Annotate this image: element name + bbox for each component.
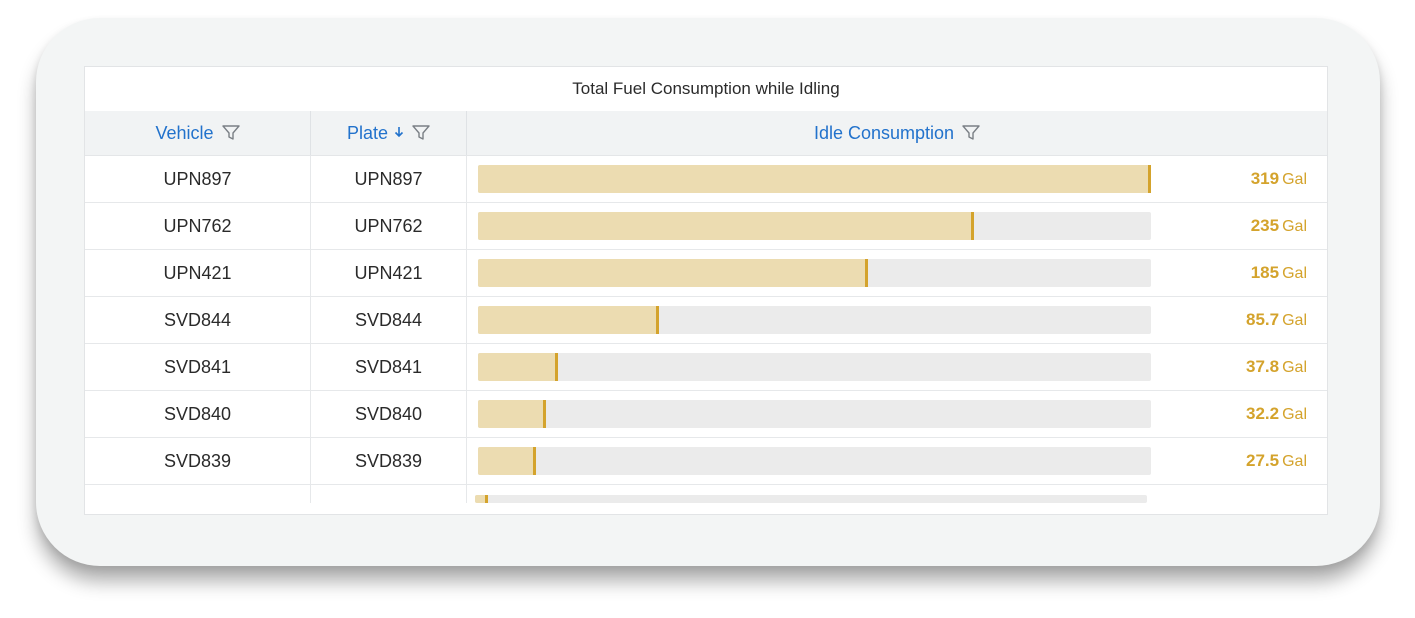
consumption-bar-track (475, 495, 1147, 503)
table-row[interactable]: UPN762 UPN762 235 Gal (85, 203, 1327, 250)
consumption-value: 37.8 Gal (1246, 344, 1307, 390)
consumption-bar-fill (478, 306, 659, 334)
idle-fuel-table-panel: Total Fuel Consumption while Idling Vehi… (84, 66, 1328, 515)
plate-cell: SVD840 (311, 391, 467, 437)
consumption-unit: Gal (1282, 171, 1307, 188)
table-row[interactable]: UPN421 UPN421 185 Gal (85, 250, 1327, 297)
vehicle-cell (85, 485, 311, 503)
consumption-bar-track (478, 165, 1151, 193)
consumption-unit: Gal (1282, 453, 1307, 470)
table-title: Total Fuel Consumption while Idling (572, 79, 840, 98)
idle-consumption-cell: 37.8 Gal (467, 344, 1327, 390)
idle-consumption-cell: 27.5 Gal (467, 438, 1327, 484)
table-row[interactable]: SVD840 SVD840 32.2 Gal (85, 391, 1327, 438)
idle-consumption-cell: 235 Gal (467, 203, 1327, 249)
filter-funnel-icon[interactable] (221, 125, 240, 141)
vehicle-cell: SVD839 (85, 438, 311, 484)
column-header-vehicle[interactable]: Vehicle (85, 111, 311, 155)
vehicle-cell: SVD844 (85, 297, 311, 343)
sort-descending-arrow-icon[interactable] (394, 125, 404, 141)
consumption-unit: Gal (1282, 218, 1307, 235)
consumption-value-number: 319 (1250, 169, 1280, 188)
plate-cell: UPN897 (311, 156, 467, 202)
table-row[interactable]: SVD844 SVD844 85.7 Gal (85, 297, 1327, 344)
consumption-value: 185 Gal (1251, 250, 1307, 296)
table-row-partial[interactable] (85, 485, 1327, 503)
column-header-plate-label[interactable]: Plate (346, 122, 389, 143)
consumption-bar-track (478, 212, 1151, 240)
consumption-bar-fill (478, 212, 974, 240)
idle-consumption-cell: 319 Gal (467, 156, 1327, 202)
vehicle-cell: UPN897 (85, 156, 311, 202)
consumption-unit: Gal (1282, 265, 1307, 282)
consumption-bar-fill (478, 165, 1151, 193)
vehicle-cell: UPN421 (85, 250, 311, 296)
consumption-bar-fill (475, 495, 488, 503)
idle-consumption-cell: 85.7 Gal (467, 297, 1327, 343)
consumption-value-number: 27.5 (1246, 451, 1280, 470)
consumption-unit: Gal (1282, 359, 1307, 376)
plate-cell: UPN762 (311, 203, 467, 249)
column-header-idle-consumption[interactable]: Idle Consumption (467, 111, 1327, 155)
vehicle-cell: SVD840 (85, 391, 311, 437)
consumption-bar-fill (478, 259, 868, 287)
idle-consumption-cell: 32.2 Gal (467, 391, 1327, 437)
table-row[interactable]: SVD839 SVD839 27.5 Gal (85, 438, 1327, 485)
consumption-bar-fill (478, 400, 546, 428)
table-row[interactable]: SVD841 SVD841 37.8 Gal (85, 344, 1327, 391)
consumption-bar-track (478, 447, 1151, 475)
filter-funnel-icon[interactable] (962, 125, 980, 141)
consumption-bar-track (478, 259, 1151, 287)
consumption-bar-fill (478, 353, 558, 381)
consumption-unit: Gal (1282, 312, 1307, 329)
plate-cell: SVD839 (311, 438, 467, 484)
consumption-bar-track (478, 353, 1151, 381)
consumption-value-number: 32.2 (1246, 404, 1280, 423)
plate-cell: SVD844 (311, 297, 467, 343)
consumption-bar-track (478, 306, 1151, 334)
plate-cell: SVD841 (311, 344, 467, 390)
table-body[interactable]: UPN897 UPN897 319 Gal UPN762 UPN762 235 Ga… (85, 156, 1327, 503)
idle-consumption-cell (467, 485, 1327, 503)
consumption-value-number: 235 (1250, 216, 1280, 235)
vehicle-cell: UPN762 (85, 203, 311, 249)
plate-cell: UPN421 (311, 250, 467, 296)
idle-consumption-cell: 185 Gal (467, 250, 1327, 296)
consumption-value-number: 85.7 (1246, 310, 1280, 329)
column-header-vehicle-label[interactable]: Vehicle (155, 122, 214, 143)
consumption-value-number: 185 (1250, 263, 1280, 282)
consumption-value: 32.2 Gal (1246, 391, 1307, 437)
table-row[interactable]: UPN897 UPN897 319 Gal (85, 156, 1327, 203)
vehicle-cell: SVD841 (85, 344, 311, 390)
column-header-plate[interactable]: Plate (311, 111, 467, 155)
consumption-value: 27.5 Gal (1246, 438, 1307, 484)
consumption-bar-track (478, 400, 1151, 428)
column-header-idle-label[interactable]: Idle Consumption (813, 122, 955, 143)
consumption-value: 319 Gal (1251, 156, 1307, 202)
filter-funnel-icon[interactable] (412, 125, 430, 141)
consumption-unit: Gal (1282, 406, 1307, 423)
table-header: Vehicle Plate Idle Consumption (85, 111, 1327, 156)
plate-cell (311, 485, 467, 503)
consumption-value-number: 37.8 (1246, 357, 1280, 376)
consumption-bar-fill (478, 447, 536, 475)
consumption-value: 235 Gal (1251, 203, 1307, 249)
consumption-value: 85.7 Gal (1246, 297, 1307, 343)
